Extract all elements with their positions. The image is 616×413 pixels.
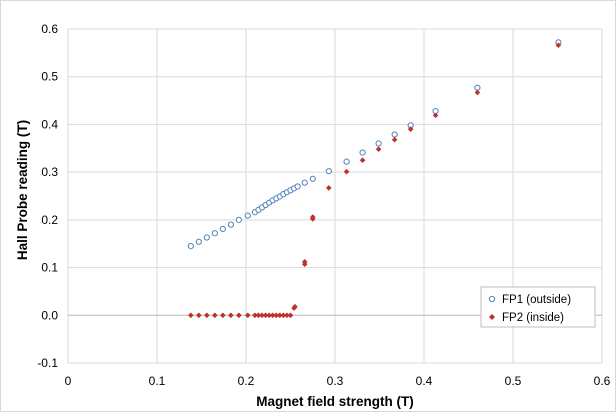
data-point [343,158,350,165]
data-point [187,243,194,250]
data-point [273,312,280,319]
series-1 [187,39,562,250]
data-point [262,312,269,319]
data-point [294,183,301,190]
data-point [227,221,234,228]
x-tick-label: 0.4 [416,374,433,388]
y-tick-label: -0.1 [37,356,58,370]
data-point [309,175,316,182]
data-point [301,179,308,186]
y-tick-label: 0.3 [41,165,58,179]
data-point [244,212,251,219]
data-point [391,131,398,138]
data-point [204,312,210,319]
data-point [203,234,210,241]
data-point [219,225,226,233]
data-point [252,312,258,319]
data-point [301,259,308,265]
data-point [343,168,350,175]
data-series [187,39,562,319]
data-point [432,112,439,119]
x-tick-label: 0.2 [238,374,255,388]
data-point [266,312,272,319]
y-tick-label: 0.5 [41,70,58,84]
y-tick-label: 0.6 [41,22,58,36]
data-point [235,216,242,223]
data-point [292,303,298,310]
data-point [325,185,332,191]
data-point [375,146,382,153]
y-tick-label: 0.0 [41,308,58,322]
y-tick-label: 0.1 [41,261,58,275]
legend-label-fp1: FP1 (outside) [502,294,571,306]
data-point [255,312,262,319]
legend: FP1 (outside) FP2 (inside) [480,286,596,328]
data-point [236,312,242,319]
legend-label-fp2: FP2 (inside) [502,312,564,324]
legend-marker-fp1-icon [488,295,496,303]
x-axis-title: Magnet field strength (T) [256,394,414,409]
x-tick-labels: 0 0.1 0.2 0.3 0.4 0.5 0.6 [65,374,611,388]
y-tick-label: 0.4 [41,117,58,131]
data-point [359,149,366,156]
x-tick-label: 0 [65,374,72,388]
data-point [277,312,283,319]
x-tick-label: 0.6 [594,374,611,388]
data-point [474,84,481,91]
legend-marker-fp2-icon [489,314,495,320]
y-tick-labels: -0.1 0.0 0.1 0.2 0.3 0.4 0.5 0.6 [37,22,58,370]
data-point [555,42,562,49]
data-point [269,312,276,319]
y-axis-title: Hall Probe reading (T) [15,120,30,260]
data-point [228,312,234,319]
data-point [220,312,226,319]
y-tick-label: 0.2 [41,213,58,227]
data-point [375,140,382,147]
data-point [287,312,294,319]
data-point [407,126,414,132]
data-point [196,312,202,319]
data-point [211,230,218,237]
data-point [259,312,265,319]
data-point [195,238,202,245]
data-point [188,312,194,319]
series-2 [188,42,562,319]
data-point [474,89,481,96]
data-point [280,312,287,319]
data-point [359,157,366,164]
x-tick-label: 0.3 [327,374,344,388]
x-tick-label: 0.5 [505,374,522,388]
data-point [212,312,218,319]
data-point [284,312,290,319]
data-point [309,214,316,220]
data-point [325,168,332,175]
data-point [391,136,398,143]
x-tick-label: 0.1 [149,374,166,388]
legend-box [480,286,596,328]
data-point [244,312,251,319]
